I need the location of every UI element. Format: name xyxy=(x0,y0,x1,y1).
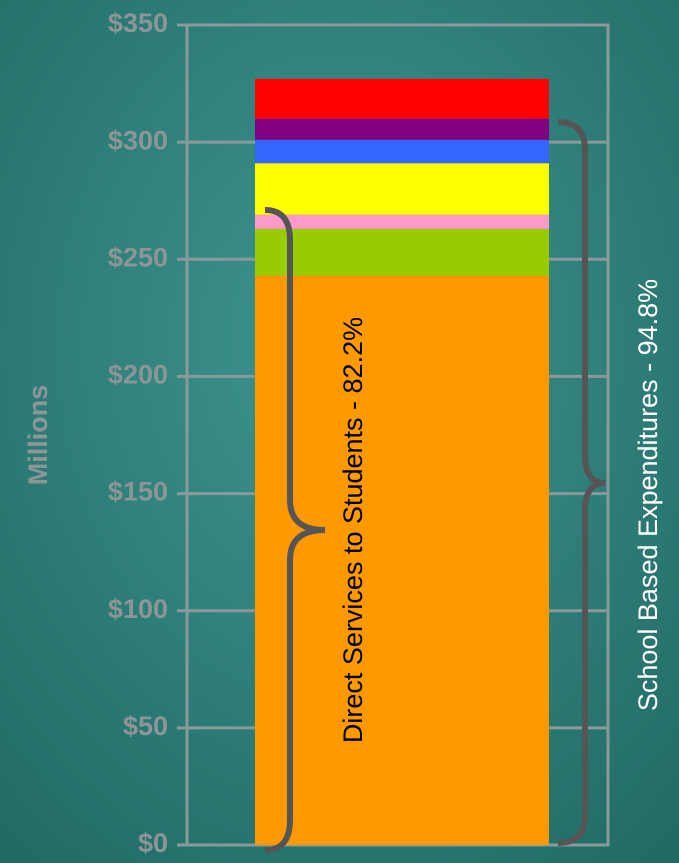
bar-segment xyxy=(255,163,549,215)
y-axis-label: Millions xyxy=(23,385,53,486)
brace xyxy=(557,119,606,846)
y-tick-label: $300 xyxy=(108,125,168,155)
y-tick-label: $0 xyxy=(138,828,168,858)
bar-segment xyxy=(255,78,549,119)
y-tick-label: $250 xyxy=(108,242,168,272)
y-tick-label: $200 xyxy=(108,360,168,390)
annotation: School Based Expenditures - 94.8% xyxy=(633,279,663,711)
bar-segment xyxy=(255,214,549,229)
bars xyxy=(255,78,549,846)
y-tick-label: $50 xyxy=(123,711,168,741)
brace xyxy=(264,207,326,853)
bar-segment xyxy=(255,275,549,846)
y-tick-label: $150 xyxy=(108,477,168,507)
bar-segment xyxy=(255,228,549,276)
bar-segment xyxy=(255,118,549,140)
annotation: Direct Services to Students - 82.2% xyxy=(338,317,368,743)
y-tick-label: $100 xyxy=(108,594,168,624)
bar-segment xyxy=(255,139,549,164)
y-tick-label: $350 xyxy=(108,8,168,38)
